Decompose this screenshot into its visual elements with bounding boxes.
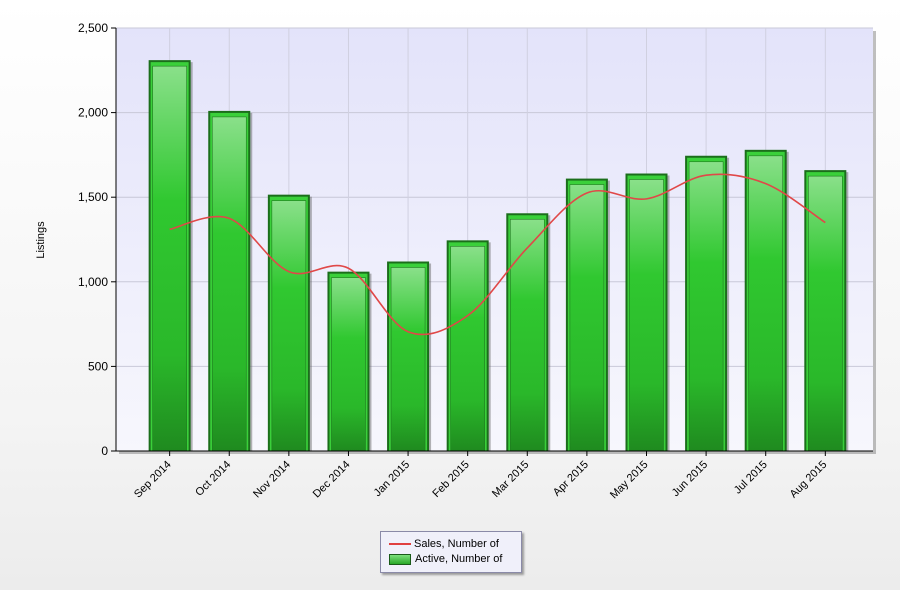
x-tick-label: Aug 2015 — [788, 459, 830, 501]
bar-apr-2015 — [565, 178, 610, 452]
bar-fill — [450, 246, 485, 452]
x-tick-label: Nov 2014 — [251, 459, 293, 501]
bar-fill — [331, 277, 366, 452]
bar-nov-2014 — [267, 194, 312, 452]
legend-bar-swatch — [389, 553, 411, 565]
x-tick-label: Sep 2014 — [132, 459, 174, 501]
bar-fill — [271, 200, 307, 452]
x-tick-label: Apr 2015 — [551, 459, 591, 499]
x-tick-label: Dec 2014 — [311, 459, 353, 501]
x-tick-label: May 2015 — [608, 459, 651, 502]
y-tick-label: 1,500 — [78, 190, 108, 204]
legend-line-swatch — [389, 543, 411, 545]
bar-sep-2014 — [148, 60, 193, 452]
bar-jan-2015 — [387, 261, 432, 452]
bar-fill — [569, 184, 605, 452]
bar-fill — [211, 116, 247, 452]
y-axis-label: Listings — [35, 221, 47, 259]
y-tick-label: 0 — [101, 444, 108, 458]
bar-jun-2015 — [685, 155, 730, 452]
legend-sales-label: Sales, Number of — [414, 538, 499, 550]
sales-line — [169, 173, 826, 336]
legend-item-active: Active, Number of — [389, 552, 502, 566]
bars — [148, 60, 849, 452]
bar-may-2015 — [625, 173, 670, 452]
bar-mar-2015 — [506, 213, 551, 452]
bar-feb-2015 — [446, 240, 491, 452]
bar-aug-2015 — [804, 170, 849, 452]
bar-fill — [629, 179, 664, 452]
x-tick-label: Jul 2015 — [732, 459, 770, 497]
bar-dec-2014 — [327, 271, 372, 452]
sales-line-layer — [169, 173, 826, 336]
bar-fill — [688, 161, 724, 452]
legend: Sales, Number of Active, Number of — [380, 531, 522, 573]
y-tick-label: 2,000 — [78, 106, 108, 120]
x-tick-label: Mar 2015 — [490, 459, 531, 500]
x-tick-label: Oct 2014 — [193, 459, 233, 499]
bar-fill — [808, 175, 843, 452]
x-tick-label: Feb 2015 — [430, 459, 471, 500]
y-tick-label: 1,000 — [78, 275, 108, 289]
y-tick-label: 2,500 — [78, 21, 108, 35]
x-ticks: Sep 2014 Oct 2014 Nov 2014 Dec 2014 Jan 2015… — [132, 451, 829, 501]
bar-fill — [152, 65, 187, 452]
legend-item-sales: Sales, Number of — [389, 537, 499, 551]
x-tick-label: Jun 2015 — [670, 459, 710, 499]
bar-fill — [390, 267, 426, 452]
x-tick-label: Jan 2015 — [372, 459, 412, 499]
y-tick-label: 500 — [88, 359, 108, 373]
bar-jul-2015 — [744, 149, 789, 452]
y-ticks: 0 500 1,000 1,500 2,000 2,500 — [78, 21, 116, 458]
bar-fill — [748, 155, 784, 452]
bar-oct-2014 — [208, 110, 253, 452]
legend-active-label: Active, Number of — [415, 553, 503, 565]
bar-fill — [509, 218, 545, 452]
